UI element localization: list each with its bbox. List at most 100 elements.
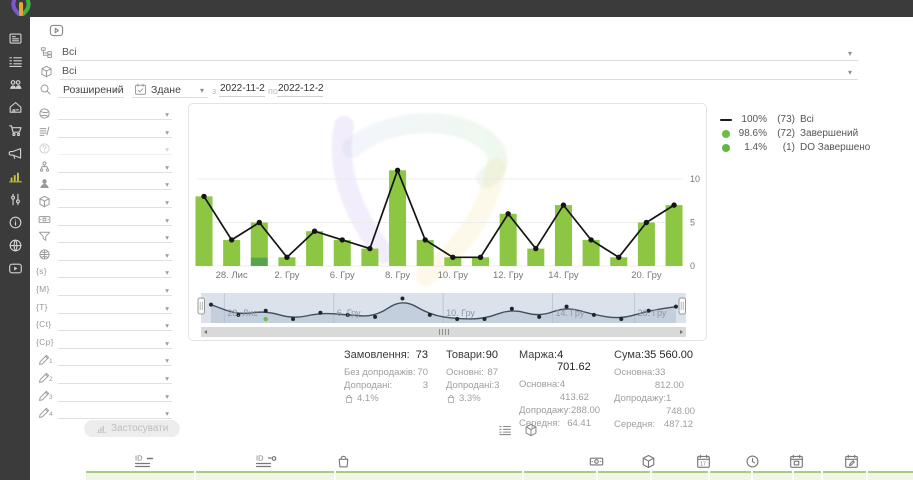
sidebar-item-analytics[interactable] bbox=[8, 169, 23, 184]
mode-select-underline[interactable] bbox=[58, 83, 124, 98]
chevron-down-icon[interactable]: ▾ bbox=[165, 145, 169, 155]
date-to-input[interactable] bbox=[277, 83, 323, 97]
filter-row-notes-pen[interactable]: ▾ bbox=[36, 124, 172, 141]
scrollbar-grip-icon[interactable] bbox=[438, 329, 449, 335]
filter-underline[interactable] bbox=[58, 295, 172, 296]
sidebar-item-marketing[interactable] bbox=[8, 146, 23, 161]
filter-underline[interactable] bbox=[58, 277, 172, 279]
legend-item[interactable]: 98.6% (72) Завершений bbox=[718, 128, 870, 139]
filter-row-{Cp}[interactable]: {Cp} ▾ bbox=[36, 335, 172, 352]
chevron-down-icon[interactable]: ▾ bbox=[165, 198, 169, 207]
filter-underline[interactable] bbox=[58, 154, 172, 156]
product-filter-underline[interactable] bbox=[60, 64, 858, 80]
legend-item[interactable]: 100% (73) Всі bbox=[718, 114, 870, 125]
filter-row-cube[interactable]: ▾ bbox=[36, 194, 172, 211]
date-type-underline[interactable] bbox=[132, 83, 208, 98]
filter-underline[interactable] bbox=[58, 330, 172, 332]
chevron-down-icon[interactable]: ▾ bbox=[165, 268, 169, 278]
sidebar-item-video-tutorials[interactable] bbox=[8, 261, 23, 276]
filter-row-pencil-4[interactable]: 4 ▾ bbox=[36, 405, 172, 422]
chevron-down-icon[interactable]: ▾ bbox=[165, 391, 169, 401]
filter-row-globe-grid[interactable]: ▾ bbox=[36, 247, 172, 264]
chart-scrollbar[interactable] bbox=[201, 327, 686, 337]
column-header-calendar-17-icon[interactable]: 17 bbox=[696, 454, 711, 469]
app-logo-icon[interactable] bbox=[7, 0, 35, 16]
filter-underline[interactable] bbox=[58, 312, 172, 314]
column-header-calendar-box-icon[interactable] bbox=[789, 454, 804, 469]
filter-row-funnel[interactable]: ▾ bbox=[36, 229, 172, 246]
filter-row-{Ct}[interactable]: {Ct} ▾ bbox=[36, 317, 172, 334]
chevron-down-icon[interactable]: ▾ bbox=[165, 338, 169, 348]
view-products-icon[interactable] bbox=[524, 423, 538, 437]
chevron-down-icon[interactable]: ▾ bbox=[165, 374, 169, 383]
date-from-input[interactable] bbox=[219, 83, 265, 97]
filter-underline[interactable] bbox=[58, 224, 172, 226]
filter-underline[interactable] bbox=[58, 418, 172, 420]
chart-navigator[interactable]: 28. Лис 6. Гру 10. Гру 14. Гру 20. Гру bbox=[189, 290, 706, 330]
chevron-down-icon[interactable]: ▾ bbox=[165, 250, 169, 260]
filter-row-person[interactable]: ▾ bbox=[36, 176, 172, 193]
sidebar-item-cart[interactable] bbox=[8, 123, 23, 138]
column-header-clock-icon[interactable] bbox=[745, 454, 760, 469]
filter-row-money[interactable]: ▾ bbox=[36, 212, 172, 229]
filter-underline[interactable] bbox=[58, 171, 172, 173]
filter-row-{M}[interactable]: {M} ▾ bbox=[36, 282, 172, 299]
chevron-down-icon[interactable]: ▾ bbox=[165, 303, 169, 313]
view-list-icon[interactable] bbox=[498, 423, 512, 437]
sidebar-item-site[interactable] bbox=[8, 238, 23, 253]
filter-row-{T}[interactable]: {T} ▾ bbox=[36, 300, 172, 317]
filter-row-pencil-1[interactable]: 1 ▾ bbox=[36, 352, 172, 369]
chevron-down-icon[interactable]: ▾ bbox=[165, 110, 169, 119]
chevron-down-icon[interactable]: ▾ bbox=[165, 321, 169, 331]
sidebar-item-dashboard[interactable] bbox=[8, 31, 23, 46]
chevron-down-icon[interactable]: ▾ bbox=[165, 180, 169, 190]
sidebar-item-orders[interactable] bbox=[8, 54, 23, 69]
filter-underline[interactable] bbox=[58, 136, 172, 138]
filter-underline[interactable] bbox=[58, 189, 172, 191]
chevron-down-icon[interactable]: ▾ bbox=[848, 68, 853, 77]
sidebar-item-settings[interactable] bbox=[8, 192, 23, 207]
chevron-down-icon[interactable]: ▾ bbox=[114, 86, 119, 95]
category-filter-underline[interactable] bbox=[60, 45, 858, 61]
chevron-down-icon[interactable]: ▾ bbox=[165, 162, 169, 172]
sidebar-item-info[interactable] bbox=[8, 215, 23, 230]
filter-underline[interactable] bbox=[58, 207, 172, 208]
filter-underline[interactable] bbox=[58, 242, 172, 244]
column-header-id-o-icon[interactable]: ID bbox=[256, 454, 278, 469]
mode-select[interactable]: Розширений bbox=[63, 84, 124, 96]
filter-underline[interactable] bbox=[58, 259, 172, 261]
sidebar-item-customers[interactable] bbox=[8, 77, 23, 92]
date-type-select[interactable]: Здане bbox=[151, 84, 181, 96]
column-header-calendar-pencil-icon[interactable] bbox=[844, 454, 859, 469]
column-header-id-icon[interactable]: ID bbox=[135, 454, 157, 469]
chevron-down-icon[interactable]: ▾ bbox=[165, 409, 169, 419]
chevron-down-icon[interactable]: ▾ bbox=[165, 215, 169, 225]
chevron-down-icon[interactable]: ▾ bbox=[165, 233, 169, 243]
product-filter-select[interactable]: Всі bbox=[62, 65, 77, 77]
filter-row-question[interactable]: ▾ bbox=[36, 141, 172, 158]
filter-row-org-person[interactable]: ▾ bbox=[36, 159, 172, 176]
column-header-cube-icon[interactable] bbox=[641, 454, 656, 469]
column-header-money-icon[interactable] bbox=[589, 454, 604, 469]
legend-item[interactable]: 1.4% (1) DO Завершено bbox=[718, 142, 870, 153]
category-filter-select[interactable]: Всі bbox=[62, 46, 77, 58]
scroll-left-arrow-icon[interactable] bbox=[201, 327, 211, 337]
filter-underline[interactable] bbox=[58, 365, 172, 367]
filter-row-{s}[interactable]: {s} ▾ bbox=[36, 264, 172, 281]
chart-canvas[interactable]: 0 5 10 28. Лис 2. Гру 6. Гру 8. Гру 10. Гру 12. … bbox=[189, 104, 706, 288]
apply-button[interactable]: Застосувати bbox=[84, 420, 181, 437]
filter-underline[interactable] bbox=[58, 347, 172, 349]
filter-row-pencil-2[interactable]: 2 ▾ bbox=[36, 370, 172, 387]
chevron-down-icon[interactable]: ▾ bbox=[165, 127, 169, 137]
column-header-bag-icon[interactable] bbox=[336, 454, 351, 469]
chevron-down-icon[interactable]: ▾ bbox=[165, 356, 169, 366]
filter-underline[interactable] bbox=[58, 383, 172, 384]
chevron-down-icon[interactable]: ▾ bbox=[848, 49, 853, 58]
chevron-down-icon[interactable]: ▾ bbox=[165, 286, 169, 295]
filter-row-pencil-3[interactable]: 3 ▾ bbox=[36, 388, 172, 405]
filter-underline[interactable] bbox=[58, 119, 172, 120]
filter-row-world[interactable]: ▾ bbox=[36, 106, 172, 123]
scroll-right-arrow-icon[interactable] bbox=[676, 327, 686, 337]
video-help-icon[interactable] bbox=[48, 23, 65, 38]
filter-underline[interactable] bbox=[58, 400, 172, 402]
